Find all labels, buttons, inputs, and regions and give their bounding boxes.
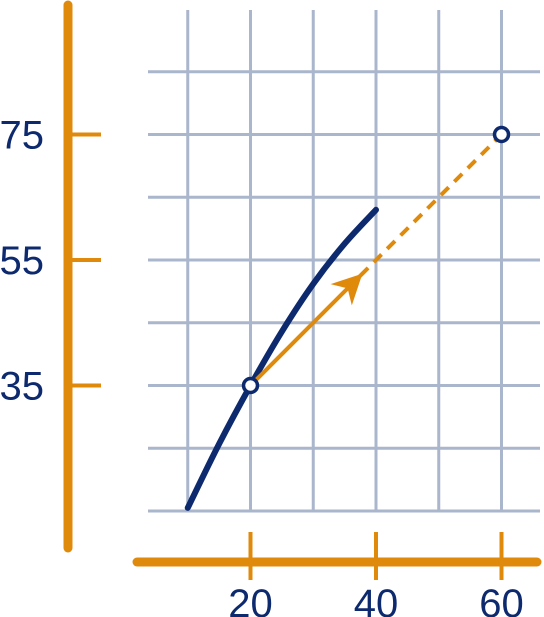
- y-tick-label: 35: [0, 365, 44, 409]
- y-tick-label: 75: [0, 114, 44, 158]
- x-tick-label: 20: [228, 582, 273, 617]
- grid: [148, 10, 540, 513]
- series-layer: [184, 133, 503, 511]
- curve-line: [184, 206, 379, 511]
- point-marker: [241, 376, 260, 395]
- tick-label-layer: 35 55 75 20 40 60: [0, 114, 524, 617]
- x-tick-label: 40: [354, 582, 399, 617]
- tangent-extension-dashed: [358, 133, 503, 278]
- x-tick-label: 60: [479, 582, 524, 617]
- point-marker: [492, 125, 511, 144]
- y-tick-label: 55: [0, 239, 44, 283]
- marker-layer: [241, 125, 511, 395]
- tangent-arrow: [249, 273, 363, 387]
- axes: [63, 0, 542, 580]
